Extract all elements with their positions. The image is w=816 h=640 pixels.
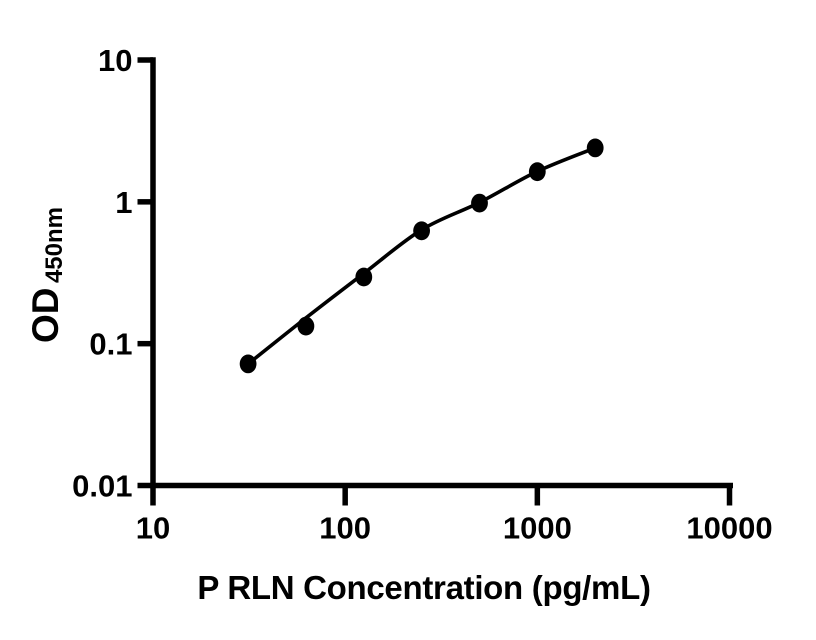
data-points-group [239,138,604,374]
x-axis-title: P RLN Concentration (pg/mL) [197,569,650,606]
y-axis-tick-label: 0.1 [89,327,132,362]
y-axis-tick-label: 0.01 [72,469,132,504]
data-point-marker [528,162,546,182]
data-point-marker [586,138,604,158]
y-axis-title-main: OD [25,288,66,344]
y-axis-title: OD 450nm [25,207,68,343]
x-axis-tick-label: 10 [136,511,170,546]
y-axis-title-subscript: 450nm [41,207,68,283]
axes-group [137,57,733,506]
data-point-marker [239,354,257,374]
data-point-marker [471,193,488,213]
data-point-marker [297,316,315,336]
x-axis-tick-label: 10000 [686,511,772,546]
y-axis-tick-label: 10 [98,43,132,78]
data-point-marker [413,221,430,241]
x-axis-tick-label: 100 [319,511,371,546]
data-point-marker [355,267,373,287]
y-axis-tick-label: 1 [115,185,132,220]
x-axis-tick-label: 1000 [503,511,572,546]
